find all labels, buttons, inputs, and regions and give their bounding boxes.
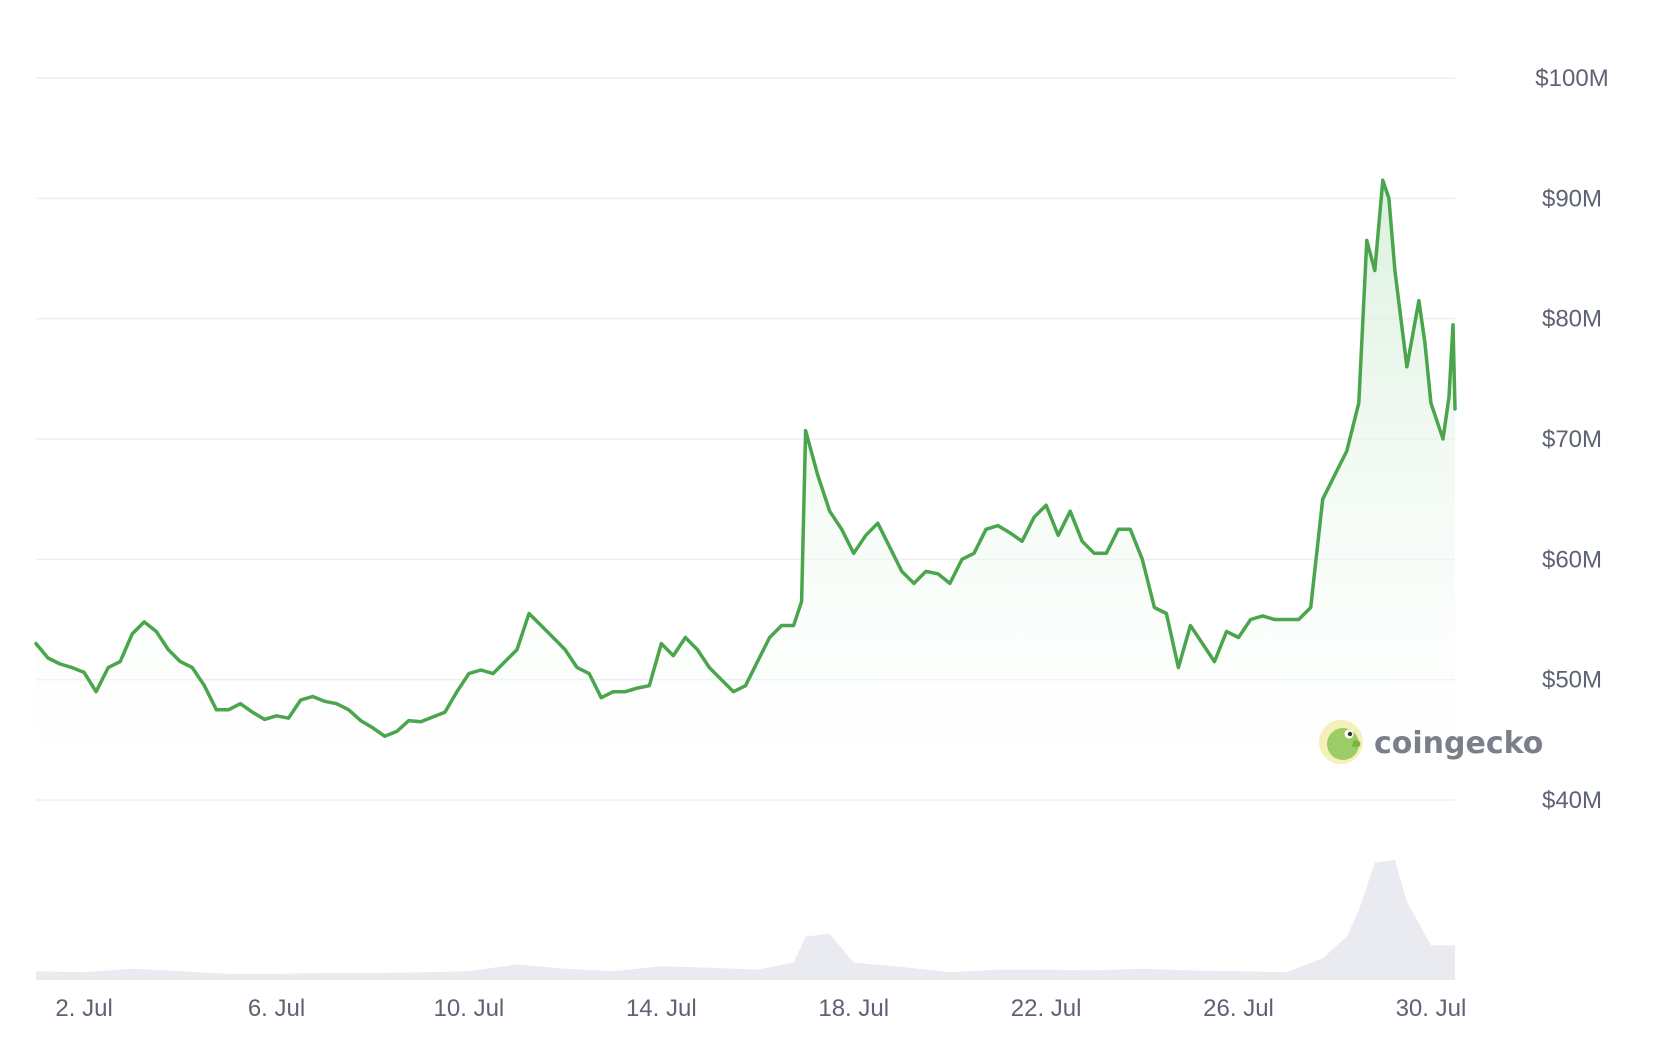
area-layer: [36, 180, 1455, 801]
y-tick-label: $70M: [1542, 426, 1602, 453]
gecko-logo-icon: [1319, 720, 1363, 764]
grid-layer: [36, 77, 1455, 801]
x-tick-label: 18. Jul: [818, 995, 889, 1022]
x-axis-labels: 2. Jul 6. Jul 10. Jul 14. Jul 18. Jul 22. Jul…: [55, 995, 1466, 1022]
y-tick-label: $100M: [1535, 65, 1608, 92]
x-tick-label: 2. Jul: [55, 995, 112, 1022]
watermark-text: coingecko: [1374, 726, 1543, 761]
line-layer: [34, 178, 1457, 738]
x-tick-label: 22. Jul: [1011, 995, 1082, 1022]
x-tick-label: 10. Jul: [434, 995, 505, 1022]
y-tick-label: $90M: [1542, 185, 1602, 212]
x-tick-label: 14. Jul: [626, 995, 697, 1022]
volume-area: [36, 860, 1455, 980]
coingecko-watermark: coingecko: [1319, 720, 1543, 764]
y-tick-label: $50M: [1542, 667, 1602, 694]
price-area: [36, 180, 1455, 801]
price-line: [34, 178, 1457, 738]
x-tick-label: 26. Jul: [1203, 995, 1274, 1022]
x-tick-label: 30. Jul: [1396, 995, 1467, 1022]
y-tick-label: $60M: [1542, 546, 1602, 573]
volume-layer: [36, 860, 1455, 980]
y-tick-label: $80M: [1542, 306, 1602, 333]
y-axis-labels: $40M $50M $60M $70M $80M $90M $100M: [1535, 65, 1608, 814]
y-tick-label: $40M: [1542, 787, 1602, 814]
x-tick-label: 6. Jul: [248, 995, 305, 1022]
